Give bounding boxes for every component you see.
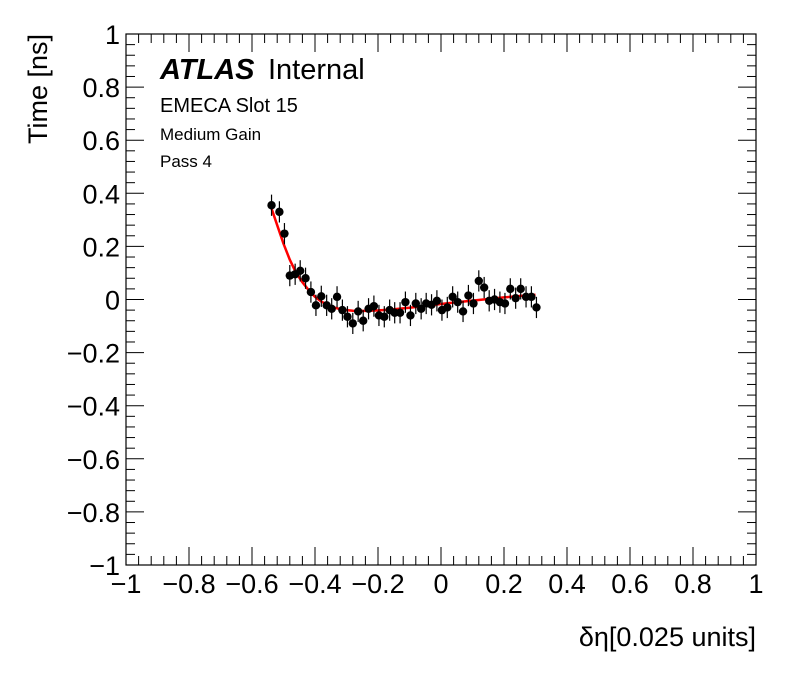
y-tick-label: −1	[89, 551, 120, 581]
data-point	[416, 304, 426, 313]
data-point	[411, 299, 420, 308]
data-point	[443, 303, 452, 312]
y-tick-label: 0.8	[82, 73, 120, 103]
data-point	[506, 284, 515, 294]
x-tick-label: −1	[111, 569, 142, 599]
annotation-gain: Medium Gain	[160, 125, 261, 144]
data-point	[516, 284, 525, 294]
annotation-atlas: ATLAS	[159, 54, 255, 86]
y-tick-label: −0.2	[67, 339, 120, 369]
data-point	[432, 296, 442, 306]
x-tick-label: 0.8	[674, 569, 712, 599]
x-tick-label: 0.4	[548, 569, 586, 599]
data-point	[306, 287, 316, 297]
y-tick-label: 0.2	[82, 232, 120, 262]
axis-ticks	[125, 33, 757, 566]
data-point	[500, 299, 510, 308]
axis-tick-labels: −1 −0.8 −0.6 −0.4 −0.2 0 0.2 0.4 0.6 0.8 1 −1 −0.8 −0…	[67, 20, 764, 599]
data-point	[267, 201, 276, 210]
data-point	[401, 297, 410, 307]
data-point	[479, 283, 489, 292]
data-point	[275, 207, 284, 217]
data-point	[453, 297, 462, 307]
y-axis-title: Time [ns]	[23, 34, 53, 144]
x-axis-title: δη[0.025 units]	[579, 622, 756, 652]
x-tick-label: 0	[433, 569, 448, 599]
y-tick-label: −0.8	[67, 498, 120, 528]
data-point	[464, 291, 473, 300]
data-point	[338, 305, 347, 315]
x-tick-label: −0.4	[288, 569, 341, 599]
data-point	[380, 312, 389, 321]
x-tick-label: 0.2	[485, 569, 523, 599]
y-tick-label: −0.6	[67, 445, 120, 475]
y-tick-label: 0.6	[82, 126, 120, 156]
data-points-group	[267, 194, 541, 335]
x-tick-label: 1	[748, 569, 763, 599]
annotation-pass: Pass 4	[160, 152, 212, 171]
x-tick-label: 0.6	[611, 569, 649, 599]
data-point	[332, 292, 342, 302]
data-point	[511, 293, 520, 303]
data-point	[348, 319, 357, 328]
data-point	[358, 316, 368, 325]
y-tick-label: −0.4	[67, 392, 120, 422]
annotation-internal: Internal	[268, 54, 365, 86]
y-tick-label: 0.4	[82, 179, 120, 209]
annotation-atlas-line: ATLAS Internal	[159, 54, 365, 86]
x-tick-label: −0.8	[162, 569, 215, 599]
data-point	[295, 266, 305, 276]
data-point	[474, 276, 483, 286]
y-tick-label: 0	[105, 286, 120, 316]
data-point	[369, 301, 379, 311]
data-point	[317, 292, 326, 301]
data-point	[458, 307, 468, 316]
data-point	[327, 304, 336, 313]
data-point	[353, 307, 363, 316]
data-point	[527, 292, 536, 302]
y-tick-label: 1	[105, 20, 120, 50]
data-point	[343, 312, 352, 321]
x-tick-label: −0.6	[225, 569, 278, 599]
x-tick-label: −0.2	[351, 569, 404, 599]
data-point	[406, 311, 415, 320]
data-point	[395, 308, 405, 317]
annotation-slot: EMECA Slot 15	[160, 95, 298, 117]
data-point	[469, 299, 478, 308]
data-point	[532, 303, 541, 312]
data-point	[301, 274, 310, 283]
data-point	[448, 292, 457, 302]
data-point	[311, 301, 321, 310]
data-point	[280, 229, 289, 238]
